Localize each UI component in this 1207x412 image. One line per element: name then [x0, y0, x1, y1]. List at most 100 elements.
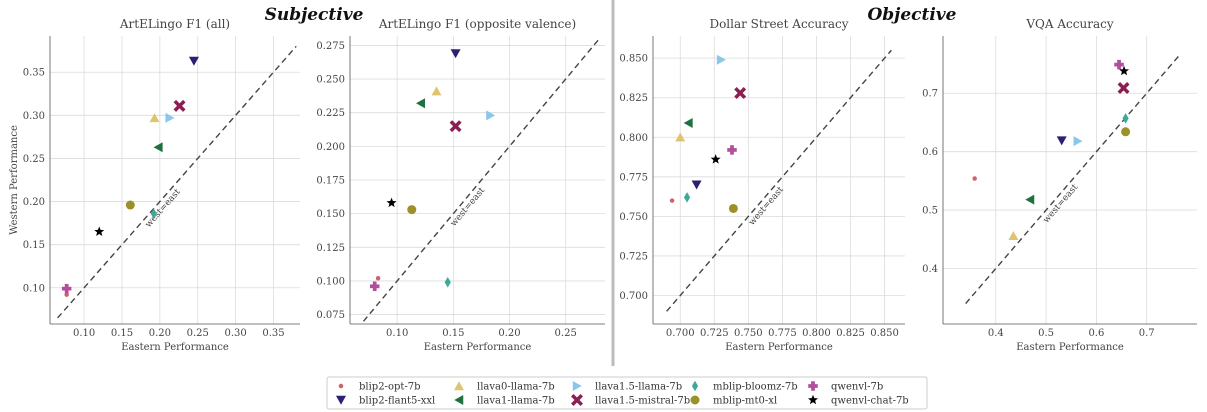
- point-blip2-flant5-xxl: [691, 180, 702, 190]
- y-tick-label: 0.200: [316, 142, 345, 153]
- legend-item-qwenvl-7b: qwenvl-7b: [808, 381, 883, 393]
- legend-item-qwenvl-chat-7b: qwenvl-chat-7b: [808, 394, 909, 407]
- grid: [653, 36, 905, 324]
- x-tick-label: 0.10: [386, 328, 408, 339]
- diagonal-line: [362, 38, 600, 322]
- legend-label: blip2-opt-7b: [359, 382, 421, 393]
- legend-label: llava1.5-llama-7b: [595, 382, 682, 393]
- legend-label: llava0-llama-7b: [477, 382, 555, 393]
- x-tick-label: 0.20: [498, 328, 520, 339]
- section-title-objective: Objective: [867, 5, 956, 25]
- x-tick-label: 0.25: [187, 328, 209, 339]
- point-blip2-flant5-xxl: [1056, 136, 1067, 146]
- x-tick-label: 0.4: [988, 328, 1004, 339]
- x-tick-label: 0.10: [73, 328, 95, 339]
- legend-item-llava1.5-mistral-7b: llava1.5-mistral-7b: [571, 394, 690, 407]
- y-tick-label: 0.30: [23, 111, 45, 122]
- x-tick-label: 0.775: [768, 328, 797, 339]
- chart-title: VQA Accuracy: [1025, 17, 1113, 31]
- point-mblip-mt0-xl: [728, 203, 738, 213]
- legend-marker: [454, 381, 464, 391]
- point-llava1.5-llama-7b: [716, 54, 726, 65]
- legend-marker: [691, 380, 699, 392]
- y-tick-label: 0.125: [316, 243, 345, 254]
- point-llava0-llama-7b: [1008, 231, 1019, 241]
- y-tick-label: 0.775: [619, 172, 648, 183]
- y-tick-label: 0.700: [619, 291, 648, 302]
- x-axis-label: Eastern Performance: [1016, 342, 1124, 353]
- point-llava0-llama-7b: [675, 132, 686, 142]
- x-axis-label: Eastern Performance: [121, 342, 229, 353]
- legend-item-llava1.5-llama-7b: llava1.5-llama-7b: [572, 381, 682, 393]
- y-tick-label: 0.750: [619, 212, 648, 223]
- y-tick-label: 0.25: [23, 154, 45, 165]
- diagonal-label: west=east: [747, 185, 786, 228]
- grid: [50, 36, 300, 324]
- point-mblip-mt0-xl: [407, 205, 417, 215]
- point-llava0-llama-7b: [149, 113, 160, 123]
- point-blip2-opt-7b: [64, 292, 69, 297]
- point-qwenvl-7b: [369, 281, 380, 292]
- y-tick-label: 0.10: [23, 283, 45, 294]
- legend-marker: [808, 381, 818, 391]
- chart-title: ArtELingo F1 (all): [119, 17, 230, 31]
- y-tick-label: 0.725: [619, 251, 648, 262]
- point-blip2-opt-7b: [972, 176, 977, 181]
- point-llava1.5-mistral-7b: [449, 120, 462, 133]
- point-llava1.5-mistral-7b: [173, 99, 186, 112]
- point-llava1-llama-7b: [153, 142, 163, 153]
- point-blip2-flant5-xxl: [188, 56, 199, 66]
- point-blip2-flant5-xxl: [450, 49, 461, 59]
- chart-title: Dollar Street Accuracy: [709, 17, 848, 31]
- legend-marker: [454, 395, 464, 405]
- legend-label: mblip-mt0-xl: [713, 396, 777, 407]
- y-tick-label: 0.20: [23, 197, 45, 208]
- point-llava1.5-llama-7b: [165, 112, 175, 123]
- data-points: [61, 56, 199, 297]
- point-blip2-opt-7b: [669, 198, 675, 203]
- point-qwenvl-chat-7b: [386, 197, 397, 208]
- x-axis-label: Eastern Performance: [725, 342, 833, 353]
- point-llava1.5-mistral-7b: [1117, 82, 1130, 94]
- chart-panel-2: ArtELingo F1 (opposite valence)0.10 0.15 0…: [316, 17, 605, 353]
- point-llava1.5-mistral-7b: [734, 86, 747, 99]
- x-tick-label: 0.700: [666, 328, 695, 339]
- chart-panel-3: Dollar Street Accuracy 0.700 0.725 0.750 0.7…: [619, 17, 905, 353]
- y-tick-label: 0.150: [316, 209, 345, 220]
- legend-label: qwenvl-7b: [831, 382, 883, 393]
- legend-item-blip2-flant5-xxl: blip2-flant5-xxl: [336, 396, 435, 407]
- x-tick-label: 0.825: [836, 328, 865, 339]
- legend-marker: [572, 381, 582, 391]
- point-qwenvl-7b: [727, 145, 737, 155]
- grid: [350, 36, 605, 324]
- point-llava1-llama-7b: [683, 118, 693, 129]
- legend-marker: [690, 395, 700, 405]
- legend-label: blip2-flant5-xxl: [359, 396, 435, 407]
- panels: ArtELingo F1 (all) 0.10 0.15 0.20 0.25 0.30 0.…: [9, 17, 1197, 353]
- legend-label: qwenvl-chat-7b: [831, 396, 909, 407]
- point-mblip-bloomz-7b: [150, 208, 157, 219]
- y-axis-label: Western Performance: [9, 125, 20, 235]
- y-tick-label: 0.250: [316, 75, 345, 86]
- point-qwenvl-7b: [1114, 59, 1124, 70]
- point-llava1-llama-7b: [416, 98, 426, 109]
- legend-marker: [336, 395, 346, 405]
- section-title-subjective: Subjective: [265, 5, 364, 25]
- x-tick-label: 0.15: [111, 328, 133, 339]
- data-points: [369, 49, 496, 292]
- legend-marker: [808, 394, 818, 405]
- diagonal-label: west=east: [144, 187, 183, 230]
- point-llava1.5-llama-7b: [1073, 136, 1083, 147]
- point-mblip-bloomz-7b: [444, 277, 451, 288]
- x-tick-label: 0.5: [1038, 328, 1054, 339]
- y-tick-label: 0.850: [619, 54, 648, 65]
- y-tick-label: 0.075: [316, 310, 345, 321]
- y-tick-label: 0.7: [922, 89, 938, 100]
- diagonal-line: [57, 45, 297, 319]
- y-tick-label: 0.275: [316, 41, 345, 52]
- x-axis-label: Eastern Performance: [424, 342, 532, 353]
- point-llava1.5-llama-7b: [486, 110, 496, 121]
- diagonal-line: [666, 49, 892, 312]
- x-tick-label: 0.750: [734, 328, 763, 339]
- y-tick-label: 0.5: [922, 206, 938, 217]
